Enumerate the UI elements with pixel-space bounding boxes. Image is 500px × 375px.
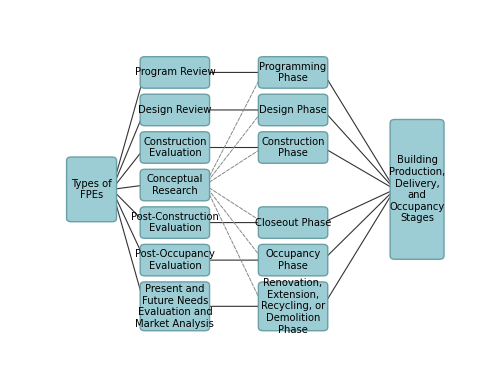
FancyBboxPatch shape <box>258 244 328 276</box>
FancyBboxPatch shape <box>140 94 209 126</box>
FancyBboxPatch shape <box>390 120 444 259</box>
Text: Design Review: Design Review <box>138 105 212 115</box>
Text: Closeout Phase: Closeout Phase <box>255 217 331 228</box>
Text: Construction
Phase: Construction Phase <box>262 137 325 158</box>
FancyBboxPatch shape <box>140 282 209 331</box>
FancyBboxPatch shape <box>258 282 328 331</box>
FancyBboxPatch shape <box>140 169 209 201</box>
FancyBboxPatch shape <box>258 57 328 88</box>
FancyBboxPatch shape <box>140 57 209 88</box>
Text: Renovation,
Extension,
Recycling, or
Demolition
Phase: Renovation, Extension, Recycling, or Dem… <box>261 278 325 334</box>
Text: Post-Occupancy
Evaluation: Post-Occupancy Evaluation <box>135 249 215 271</box>
Text: Post-Construction
Evaluation: Post-Construction Evaluation <box>131 212 219 233</box>
Text: Occupancy
Phase: Occupancy Phase <box>266 249 320 271</box>
Text: Present and
Future Needs
Evaluation and
Market Analysis: Present and Future Needs Evaluation and … <box>136 284 214 329</box>
FancyBboxPatch shape <box>66 157 116 222</box>
FancyBboxPatch shape <box>258 94 328 126</box>
FancyBboxPatch shape <box>258 132 328 163</box>
FancyBboxPatch shape <box>140 244 209 276</box>
Text: Program Review: Program Review <box>134 68 215 77</box>
Text: Conceptual
Research: Conceptual Research <box>146 174 203 196</box>
Text: Types of
FPEs: Types of FPEs <box>71 178 112 200</box>
FancyBboxPatch shape <box>258 207 328 238</box>
Text: Programming
Phase: Programming Phase <box>260 62 326 83</box>
Text: Building
Production,
Delivery,
and
Occupancy
Stages: Building Production, Delivery, and Occup… <box>389 155 445 224</box>
FancyBboxPatch shape <box>140 207 209 238</box>
Text: Design Phase: Design Phase <box>259 105 327 115</box>
Text: Construction
Evaluation: Construction Evaluation <box>143 137 206 158</box>
FancyBboxPatch shape <box>140 132 209 163</box>
